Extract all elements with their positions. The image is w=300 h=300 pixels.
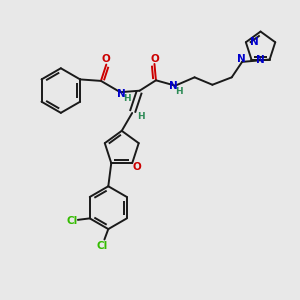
- Text: N: N: [117, 89, 125, 99]
- Text: N: N: [237, 55, 246, 64]
- Text: O: O: [102, 55, 111, 64]
- Text: O: O: [132, 162, 141, 172]
- Text: N: N: [169, 81, 178, 91]
- Text: Cl: Cl: [66, 216, 78, 226]
- Text: Cl: Cl: [97, 241, 108, 251]
- Text: O: O: [150, 54, 159, 64]
- Text: H: H: [123, 94, 130, 103]
- Text: N: N: [250, 37, 259, 47]
- Text: H: H: [137, 112, 144, 121]
- Text: H: H: [175, 87, 183, 96]
- Text: N: N: [256, 55, 264, 65]
